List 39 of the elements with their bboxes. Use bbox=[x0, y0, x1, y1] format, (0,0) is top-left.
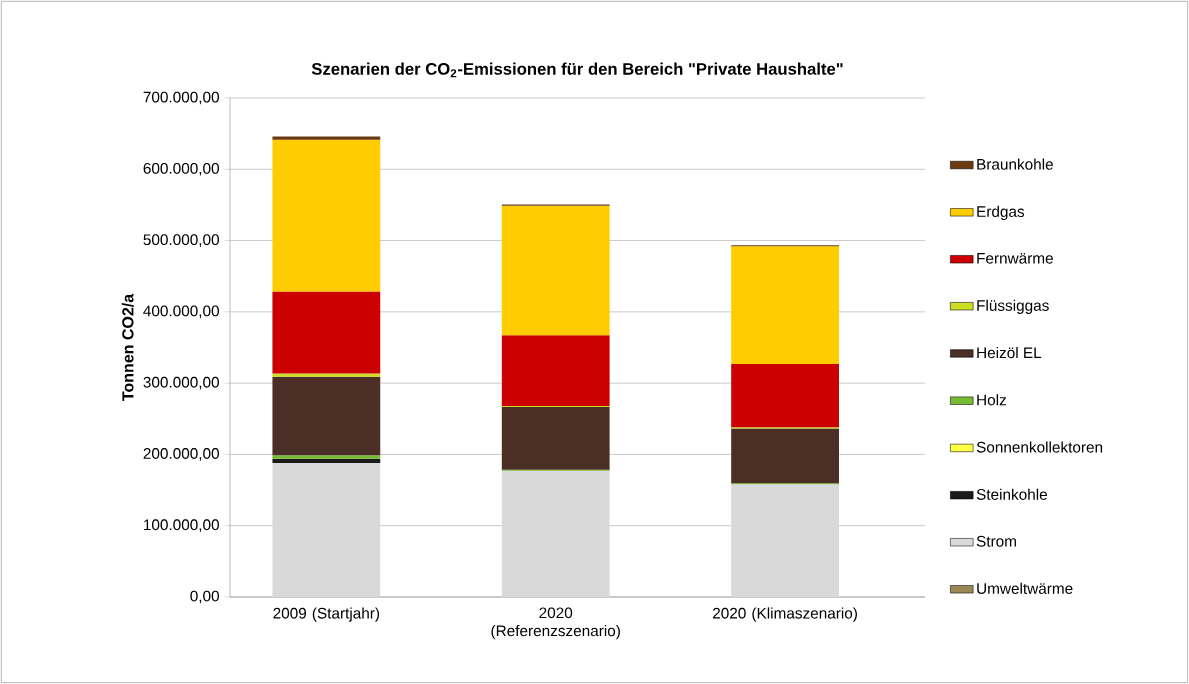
bar bbox=[272, 462, 381, 597]
bar bbox=[272, 376, 381, 456]
chart-title: Szenarien der CO$_{2}$-Emissionen für den Bereich "Private Haushalte" bbox=[311, 62, 843, 78]
y-tick-label: 500.000,00 bbox=[143, 234, 219, 247]
bar bbox=[501, 205, 610, 336]
y-axis-title: Tonnen CO2/a bbox=[121, 293, 134, 401]
legend-label: Heizöl EL bbox=[977, 346, 1042, 359]
legend-label: Umweltwärme bbox=[977, 582, 1073, 594]
legend-label: Flüssiggas bbox=[977, 299, 1049, 314]
y-tick-label: 200.000,00 bbox=[143, 448, 219, 461]
legend-label: Sonnenkollektoren bbox=[976, 441, 1103, 453]
bar bbox=[272, 291, 381, 374]
y-tick-label: 100.000,00 bbox=[144, 519, 219, 533]
bar bbox=[501, 335, 610, 406]
legend-label: Braunkohle bbox=[977, 158, 1053, 170]
legend-label: Fernwärme bbox=[977, 252, 1053, 264]
bar bbox=[501, 470, 610, 597]
bar bbox=[501, 407, 610, 470]
x-tick-label: 2020 (Referenzszenario) bbox=[491, 607, 620, 640]
y-tick-label: 0,00 bbox=[190, 590, 219, 604]
bar bbox=[731, 246, 839, 364]
bar bbox=[272, 455, 381, 459]
legend-label: Strom bbox=[976, 535, 1016, 547]
x-tick-label: 2020 (Klimaszenario) bbox=[712, 607, 857, 622]
bar bbox=[731, 363, 839, 428]
legend-label: Erdgas bbox=[977, 205, 1025, 221]
y-tick-label: 600.000,00 bbox=[143, 162, 219, 176]
bar bbox=[731, 428, 839, 484]
y-tick-label: 400.000,00 bbox=[143, 305, 219, 319]
bar bbox=[272, 373, 381, 377]
y-tick-label: 300.000,00 bbox=[143, 376, 219, 390]
bar bbox=[272, 136, 381, 140]
bar bbox=[731, 484, 839, 597]
legend-label: Holz bbox=[977, 394, 1006, 406]
x-tick-label: 2009 (Startjahr) bbox=[273, 607, 380, 622]
bar bbox=[272, 139, 381, 292]
bar bbox=[272, 458, 381, 463]
y-tick-label: 700.000,00 bbox=[143, 91, 219, 105]
legend-label: Steinkohle bbox=[976, 488, 1047, 500]
